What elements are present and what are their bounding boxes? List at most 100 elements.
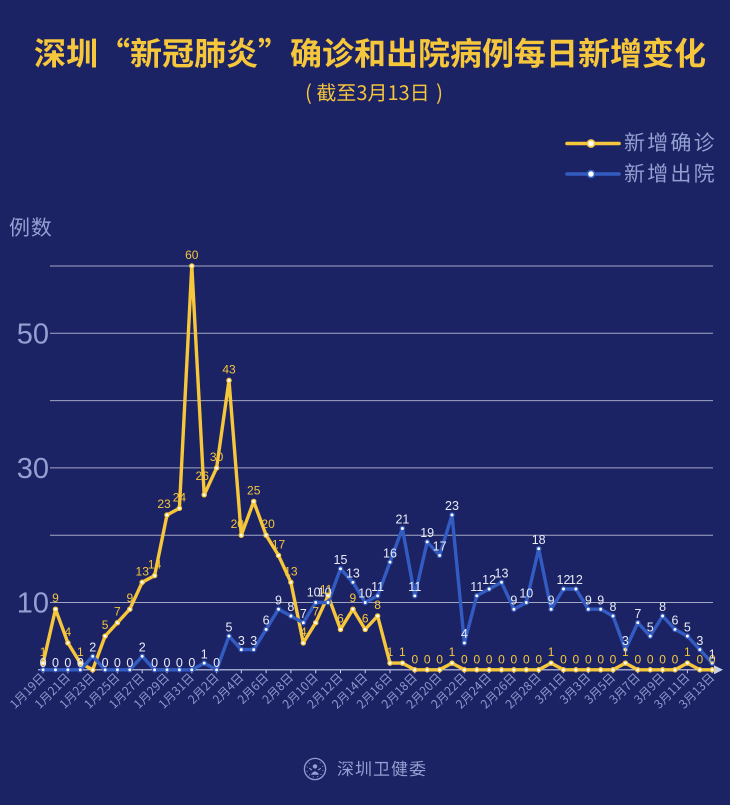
svg-text:4: 4 — [65, 625, 72, 639]
svg-text:0: 0 — [411, 652, 418, 666]
svg-text:19: 19 — [420, 526, 434, 540]
svg-text:9: 9 — [350, 591, 357, 605]
svg-text:7: 7 — [300, 607, 307, 621]
svg-text:12: 12 — [569, 573, 583, 587]
svg-text:0: 0 — [696, 652, 703, 666]
svg-text:0: 0 — [52, 656, 59, 670]
svg-text:0: 0 — [164, 656, 171, 670]
svg-text:0: 0 — [176, 656, 183, 670]
svg-text:3: 3 — [622, 634, 629, 648]
svg-text:1: 1 — [77, 645, 84, 659]
svg-text:9: 9 — [126, 591, 133, 605]
svg-text:26: 26 — [196, 469, 210, 483]
svg-text:13: 13 — [495, 567, 509, 581]
svg-text:0: 0 — [424, 652, 431, 666]
svg-text:18: 18 — [532, 533, 546, 547]
svg-text:2: 2 — [139, 641, 146, 655]
svg-text:11: 11 — [371, 580, 384, 594]
svg-text:0: 0 — [610, 652, 617, 666]
svg-text:10: 10 — [519, 587, 533, 601]
svg-text:0: 0 — [659, 652, 666, 666]
svg-text:5: 5 — [684, 620, 691, 634]
svg-text:0: 0 — [672, 652, 679, 666]
svg-text:11: 11 — [320, 583, 333, 597]
svg-text:0: 0 — [461, 652, 468, 666]
svg-text:0: 0 — [114, 656, 121, 670]
svg-text:6: 6 — [362, 611, 369, 625]
svg-text:24: 24 — [173, 490, 187, 504]
svg-text:0: 0 — [523, 652, 530, 666]
svg-text:9: 9 — [548, 593, 555, 607]
svg-text:13: 13 — [346, 567, 360, 581]
svg-text:0: 0 — [436, 652, 443, 666]
svg-text:0: 0 — [634, 652, 641, 666]
svg-text:21: 21 — [395, 513, 409, 527]
svg-text:0: 0 — [597, 652, 604, 666]
svg-text:0: 0 — [573, 652, 580, 666]
svg-text:16: 16 — [383, 546, 397, 560]
svg-text:6: 6 — [263, 614, 270, 628]
svg-text:0: 0 — [498, 652, 505, 666]
svg-text:0: 0 — [709, 652, 716, 666]
svg-text:10: 10 — [358, 587, 372, 601]
svg-text:0: 0 — [77, 656, 84, 670]
svg-text:7: 7 — [634, 607, 641, 621]
svg-text:6: 6 — [672, 614, 679, 628]
svg-text:0: 0 — [102, 656, 109, 670]
svg-text:1: 1 — [684, 645, 691, 659]
svg-text:0: 0 — [647, 652, 654, 666]
svg-text:12: 12 — [482, 573, 496, 587]
svg-text:50: 50 — [17, 318, 49, 350]
svg-text:0: 0 — [151, 656, 158, 670]
svg-text:11: 11 — [470, 580, 483, 594]
svg-text:17: 17 — [272, 537, 286, 551]
svg-text:8: 8 — [287, 600, 294, 614]
svg-text:10: 10 — [17, 588, 49, 620]
svg-text:9: 9 — [52, 591, 59, 605]
svg-text:20: 20 — [231, 517, 245, 531]
svg-text:0: 0 — [126, 656, 133, 670]
svg-text:13: 13 — [136, 564, 150, 578]
svg-text:30: 30 — [210, 450, 224, 464]
svg-text:0: 0 — [486, 652, 493, 666]
svg-text:1: 1 — [40, 645, 47, 659]
svg-text:30: 30 — [17, 453, 49, 485]
svg-text:5: 5 — [647, 620, 654, 634]
svg-text:3: 3 — [696, 634, 703, 648]
svg-text:9: 9 — [597, 593, 604, 607]
svg-text:8: 8 — [374, 598, 381, 612]
svg-text:23: 23 — [445, 499, 459, 513]
svg-text:0: 0 — [473, 652, 480, 666]
svg-text:9: 9 — [275, 593, 282, 607]
svg-text:1: 1 — [709, 647, 716, 661]
svg-text:0: 0 — [188, 656, 195, 670]
svg-text:0: 0 — [585, 652, 592, 666]
svg-text:11: 11 — [408, 580, 421, 594]
svg-text:0: 0 — [64, 656, 71, 670]
svg-text:13: 13 — [284, 564, 298, 578]
svg-text:23: 23 — [157, 497, 171, 511]
svg-text:7: 7 — [114, 605, 121, 619]
svg-text:6: 6 — [337, 611, 344, 625]
svg-text:9: 9 — [510, 593, 517, 607]
svg-text:10: 10 — [307, 586, 321, 600]
svg-text:3: 3 — [238, 634, 245, 648]
svg-text:60: 60 — [185, 248, 199, 262]
svg-text:1: 1 — [201, 647, 208, 661]
svg-text:5: 5 — [102, 618, 109, 632]
svg-text:1: 1 — [387, 645, 394, 659]
svg-text:1: 1 — [449, 645, 456, 659]
svg-text:10: 10 — [318, 586, 332, 600]
svg-text:1: 1 — [548, 645, 555, 659]
svg-text:0: 0 — [560, 652, 567, 666]
svg-text:8: 8 — [659, 600, 666, 614]
svg-text:4: 4 — [300, 625, 307, 639]
svg-text:14: 14 — [148, 558, 162, 572]
svg-text:0: 0 — [511, 652, 518, 666]
svg-text:8: 8 — [610, 600, 617, 614]
svg-text:3: 3 — [250, 634, 257, 648]
svg-text:43: 43 — [222, 362, 236, 376]
svg-text:15: 15 — [334, 553, 348, 567]
svg-text:4: 4 — [461, 627, 468, 641]
svg-text:9: 9 — [585, 593, 592, 607]
